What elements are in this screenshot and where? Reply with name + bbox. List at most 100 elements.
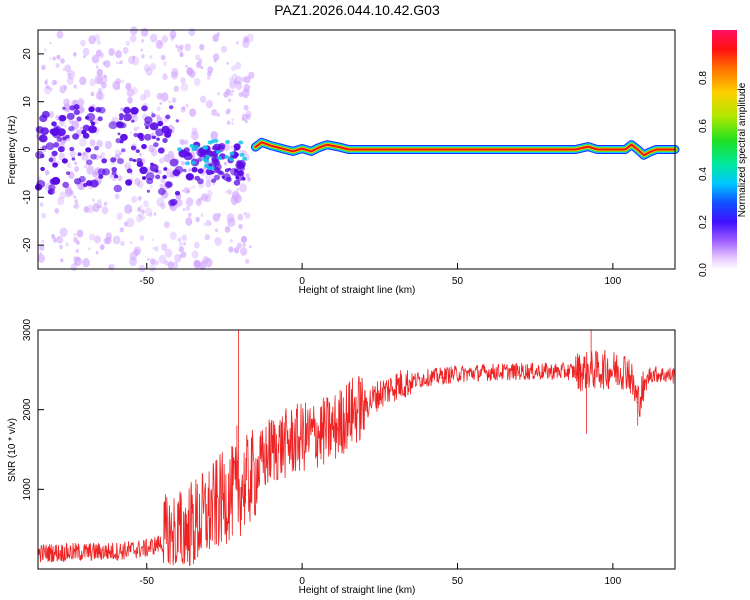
spectrogram-energy-blob [73,104,80,110]
spectrogram-noise-blob [57,197,65,206]
spectrogram-noise-blob [64,64,71,73]
spectrogram-noise-blob [99,155,102,159]
spectrogram-noise-blob [226,120,231,125]
spectrogram-noise-blob [119,227,125,233]
spectrogram-energy-blob [228,157,234,162]
spectrogram-noise-blob [114,149,121,157]
spectrogram-noise-blob [137,180,144,189]
spectrogram-noise-blob [78,106,85,114]
spectrogram-noise-blob [96,139,103,148]
spectrogram-noise-blob [77,98,85,107]
spectrogram-noise-blob [243,212,246,215]
spectrogram-noise-blob [242,39,250,48]
spectrogram-energy-blob [119,116,123,121]
spectrogram-energy-blob [190,160,196,165]
spectrogram-noise-blob [145,67,153,76]
spectrogram-energy-blob [149,122,159,131]
spectrogram-energy-blob [133,132,139,138]
spectrogram-noise-blob [154,246,159,252]
spectrogram-noise-blob [76,240,80,245]
spectrogram-energy-blob [116,121,123,127]
spectrogram-energy-blob [197,157,203,162]
spectrogram-noise-blob [179,52,184,57]
spectrogram-energy-blob [163,167,168,171]
spectrogram-noise-blob [172,261,179,269]
spectrogram-noise-blob [149,62,156,71]
spectrogram-noise-blob [191,127,198,135]
spectrogram-noise-blob [184,139,189,145]
spectrogram-noise-blob [82,47,90,56]
spectrogram-noise-blob [95,49,102,57]
spectrogram-noise-blob [96,205,100,209]
spectrogram-noise-blob [143,89,151,98]
spectrogram-noise-blob [195,198,202,206]
spectrogram-noise-blob [93,34,101,42]
spectrogram-noise-blob [74,199,79,204]
spectrogram-noise-blob [55,63,60,68]
spectrogram-noise-blob [92,198,95,202]
spectrogram-energy-blob [74,178,82,185]
spectrogram-noise-blob [95,251,99,255]
spectrogram-noise-blob [49,57,52,60]
spectrogram-noise-blob [130,172,133,176]
spectrogram-energy-blob [72,133,80,140]
spectrogram-noise-blob [125,40,130,47]
spectrogram-energy-blob [191,147,197,152]
spectrogram-noise-blob [150,185,153,189]
spectrogram-noise-blob [183,187,190,194]
spectrogram-noise-blob [89,78,96,87]
spectrogram-noise-blob [168,100,171,104]
spectrogram-energy-blob [118,113,124,118]
spectrogram-energy-blob [146,177,154,185]
spectrogram-energy-blob [53,142,60,148]
spectrogram-energy-blob [45,142,55,151]
spectrogram-energy-blob [89,120,94,124]
spectrogram-energy-blob [88,125,97,134]
spectrogram-noise-blob [161,35,168,43]
spectrogram-noise-blob [156,114,161,120]
spectrogram-energy-blob [110,157,117,163]
spectrogram-noise-blob [191,131,199,141]
spectrogram-noise-blob [157,169,162,175]
spectrogram-noise-blob [104,59,111,68]
spectrogram-noise-blob [151,132,155,136]
spectrogram-noise-blob [241,76,246,83]
spectrogram-energy-blob [169,158,179,167]
spectrogram-noise-blob [59,191,66,200]
spectrogram-noise-blob [127,165,130,169]
spectrogram-noise-blob [49,87,53,91]
spectrogram-noise-blob [185,205,191,211]
spectrogram-y-tick-label: -10 [22,190,33,205]
spectrogram-noise-blob [229,239,233,243]
spectrogram-noise-blob [48,111,55,119]
spectrogram-noise-blob [74,166,80,172]
spectrogram-energy-blob [40,166,45,172]
spectrogram-energy-blob [139,166,148,175]
spectrogram-noise-blob [159,101,162,105]
spectrogram-noise-blob [108,48,115,57]
spectrogram-noise-blob [51,234,56,239]
snr-y-tick-label: 3000 [22,318,33,341]
spectrogram-energy-blob [143,133,152,141]
spectrogram-energy-blob [230,167,239,176]
spectrogram-energy-blob [185,173,194,181]
spectrogram-energy-blob [157,147,165,154]
spectrogram-energy-blob [165,181,173,188]
spectrogram-noise-blob [125,82,132,91]
spectrogram-energy-blob [207,166,213,171]
spectrogram-noise-blob [195,216,200,223]
spectrogram-noise-blob [68,118,74,124]
spectrogram-noise-blob [66,76,74,86]
spectrogram-noise-blob [163,154,171,163]
spectrogram-energy-blob [162,175,167,179]
spectrogram-energy-blob [123,106,131,114]
snr-y-label: SNR (10 * v/v) [7,418,18,482]
spectrogram-noise-blob [226,108,231,114]
spectrogram-noise-blob [56,236,64,244]
spectrogram-energy-blob [169,105,174,110]
spectrogram-noise-blob [245,173,250,178]
snr-x-ticks: -50 0 50 100 [140,563,622,587]
spectrogram-noise-blob [134,178,141,186]
spectrogram-noise-blob [132,55,136,59]
